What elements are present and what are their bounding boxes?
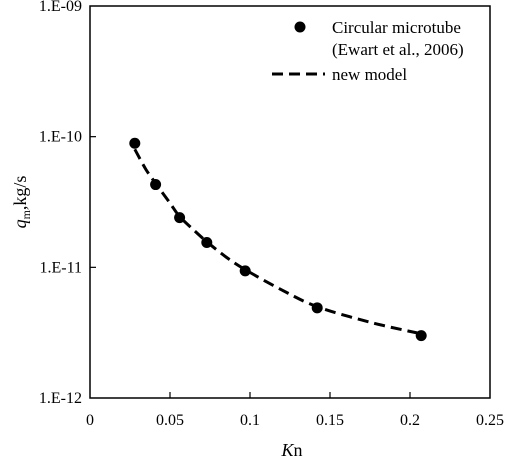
series-layer [129,137,427,342]
data-point-circular-microtube [129,137,141,149]
y-tick-label: 1.E-11 [39,259,82,276]
data-point-circular-microtube [174,212,186,224]
legend-label-circular-microtube-line2: (Ewart et al., 2006) [332,40,464,59]
y-axis-title: qm,kg/s [10,176,33,229]
data-point-circular-microtube [150,179,162,191]
new-model-line [133,148,422,336]
y-tick-label: 1.E-09 [39,0,82,15]
legend-marker-circular-microtube [294,21,306,33]
x-tick-label: 0 [86,412,94,429]
x-axis-title: Kn [280,440,302,460]
data-point-circular-microtube [239,265,251,277]
x-tick-label: 0.25 [476,412,504,429]
legend-label-circular-microtube: Circular microtube [332,18,461,37]
x-tick-label: 0.15 [316,412,344,429]
y-axis-ticks: 1.E-12 1.E-11 1.E-10 1.E-09 [39,0,96,407]
x-axis-ticks: 0 0.05 0.1 0.15 0.2 0.25 [86,392,504,429]
data-point-circular-microtube [311,302,323,314]
data-point-circular-microtube [415,330,427,342]
plot-area-frame [89,5,491,399]
y-tick-label: 1.E-12 [39,390,82,407]
y-tick-label: 1.E-10 [39,129,82,146]
x-tick-label: 0.1 [240,412,260,429]
x-tick-label: 0.2 [400,412,420,429]
x-tick-label: 0.05 [156,412,184,429]
data-point-circular-microtube [201,236,213,248]
legend: Circular microtube (Ewart et al., 2006) … [272,18,464,84]
legend-label-new-model: new model [332,65,407,84]
